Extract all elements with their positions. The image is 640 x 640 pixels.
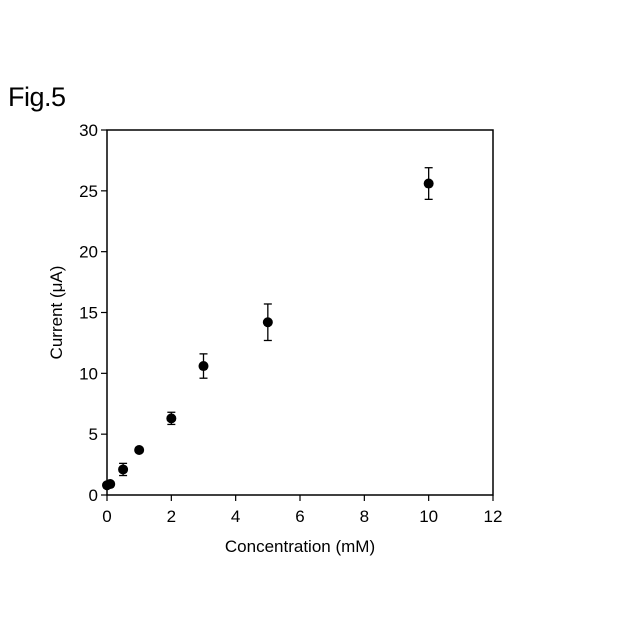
y-tick-label: 5 (89, 425, 98, 444)
x-tick-label: 10 (419, 507, 438, 526)
data-points (102, 168, 434, 491)
x-axis-title: Concentration (mM) (225, 537, 375, 556)
data-point (105, 479, 115, 489)
x-tick-label: 12 (484, 507, 503, 526)
x-axis-ticks: 0 2 4 6 8 10 12 (102, 495, 502, 526)
y-tick-label: 30 (79, 121, 98, 140)
y-tick-label: 0 (89, 486, 98, 505)
y-tick-label: 25 (79, 182, 98, 201)
data-point (166, 413, 176, 423)
x-tick-label: 8 (360, 507, 369, 526)
x-tick-label: 0 (102, 507, 111, 526)
data-point (424, 179, 434, 189)
x-tick-label: 2 (167, 507, 176, 526)
y-tick-label: 15 (79, 304, 98, 323)
plot-frame (107, 130, 493, 495)
data-point (134, 445, 144, 455)
y-tick-label: 20 (79, 243, 98, 262)
data-point (263, 317, 273, 327)
y-axis-ticks: 0 5 10 15 20 25 30 (79, 121, 107, 505)
y-axis-title: Current (μA) (47, 266, 66, 360)
x-tick-label: 6 (295, 507, 304, 526)
data-point (199, 361, 209, 371)
y-tick-label: 10 (79, 364, 98, 383)
x-tick-label: 4 (231, 507, 240, 526)
data-point (118, 464, 128, 474)
